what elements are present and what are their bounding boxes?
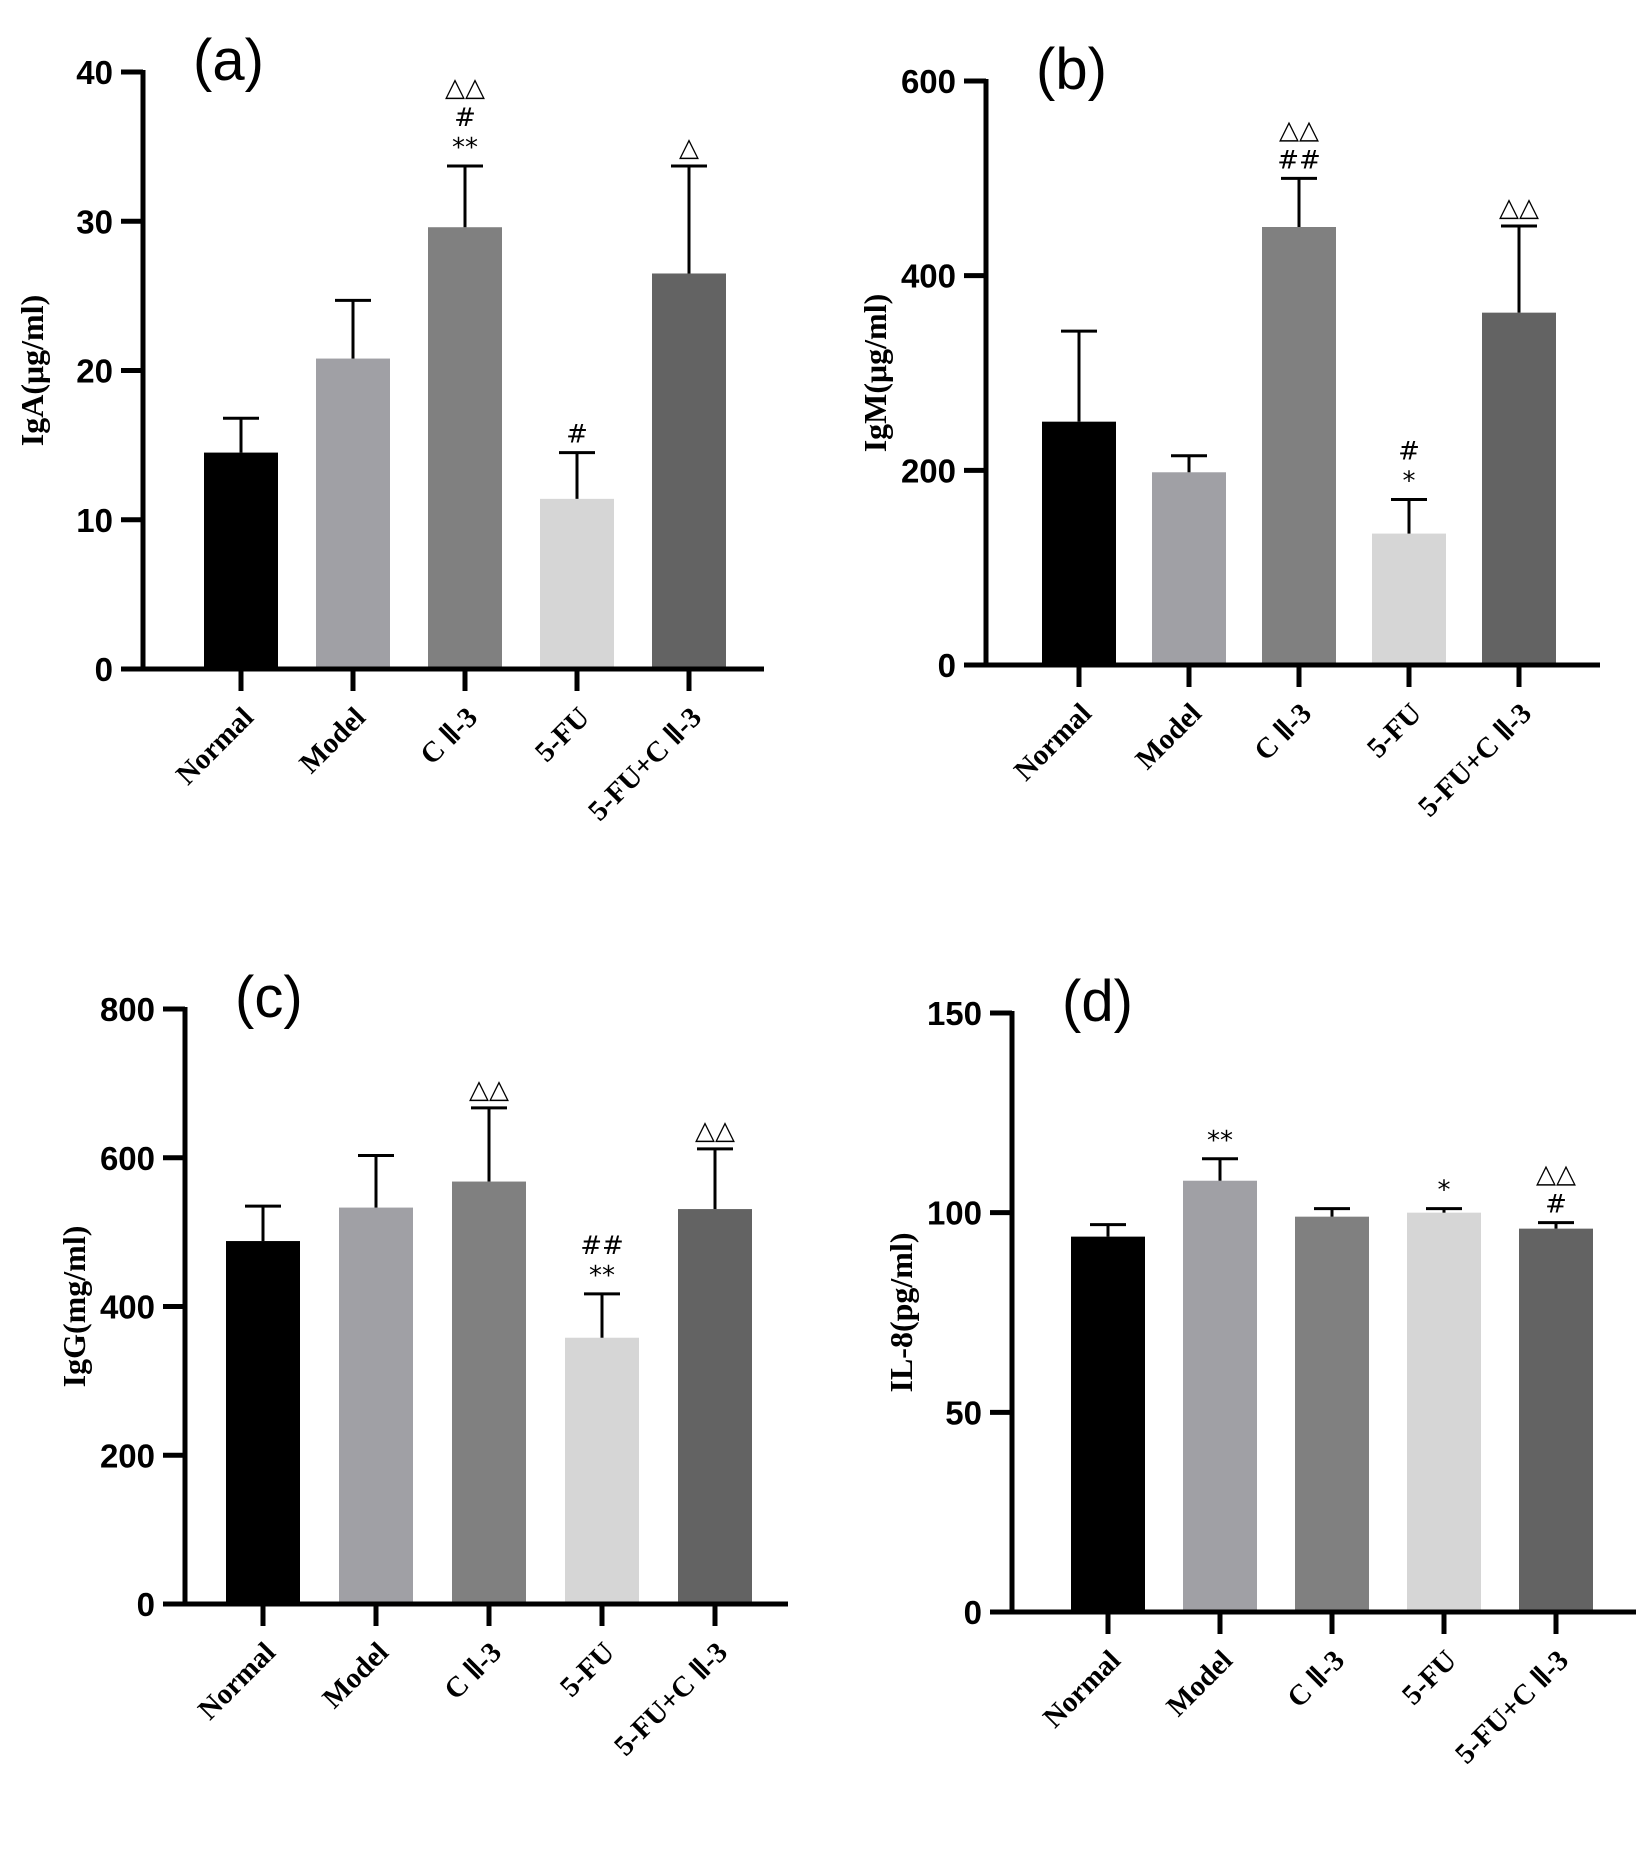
x-tick-label: 5-FU+C Ⅱ-3 [1449, 1644, 1575, 1770]
bar-3 [540, 498, 614, 669]
y-tick-label: 0 [964, 1594, 982, 1631]
y-axis-label: IgM(μg/ml) [857, 294, 893, 453]
bar-4 [1482, 312, 1556, 665]
bar-0 [204, 452, 278, 669]
bar-2 [452, 1181, 526, 1604]
panel-label: (c) [235, 965, 303, 1030]
significance-mark: ** [452, 133, 478, 163]
x-tick-label: 5-FU [1361, 697, 1428, 764]
y-tick-label: 400 [901, 258, 956, 295]
x-tick-label: Model [294, 701, 372, 779]
bar-3 [1407, 1212, 1481, 1612]
significance-mark: ** [1207, 1126, 1233, 1156]
bar-1 [1152, 472, 1226, 665]
significance-mark: # [566, 420, 588, 450]
x-tick-label: 5-FU+C Ⅱ-3 [608, 1636, 734, 1762]
y-tick-label: 0 [95, 651, 113, 688]
y-tick-label: 30 [76, 203, 113, 240]
bar-2 [428, 227, 502, 669]
y-tick-label: 50 [945, 1394, 982, 1431]
significance-mark: ## [1277, 145, 1321, 175]
x-tick-label: 5-FU+C Ⅱ-3 [582, 701, 708, 827]
x-tick-label: Normal [170, 701, 260, 791]
y-tick-label: 800 [100, 991, 155, 1028]
x-tick-label: Normal [1037, 1644, 1127, 1734]
bar-1 [339, 1207, 413, 1604]
y-axis-label: IL-8(pg/ml) [883, 1233, 919, 1393]
significance-mark: * [1403, 467, 1416, 497]
y-tick-label: 200 [901, 452, 956, 489]
panel-label: (b) [1036, 37, 1107, 102]
significance-mark: * [1438, 1176, 1451, 1206]
panel-b: Normal Model△△##C Ⅱ-3#*5-FU△△5-FU+C Ⅱ-302… [857, 37, 1600, 823]
x-tick-label: C Ⅱ-3 [1281, 1644, 1351, 1714]
bar-4 [652, 273, 726, 669]
significance-mark: △△ [445, 73, 485, 103]
bar-0 [1042, 421, 1116, 665]
significance-mark: ## [580, 1231, 624, 1261]
bar-2 [1295, 1216, 1369, 1612]
bar-3 [1372, 533, 1446, 665]
significance-mark: △△ [695, 1116, 735, 1146]
significance-mark: # [1545, 1190, 1567, 1220]
y-axis-label: IgG(mg/ml) [56, 1226, 92, 1388]
y-tick-label: 20 [76, 353, 113, 390]
y-axis-label: IgA(μg/ml) [14, 295, 50, 446]
x-tick-label: 5-FU [554, 1636, 621, 1703]
panel-label: (d) [1062, 969, 1133, 1034]
y-tick-label: 400 [100, 1289, 155, 1326]
y-tick-label: 600 [901, 63, 956, 100]
x-tick-label: Model [1161, 1644, 1239, 1722]
x-tick-label: C Ⅱ-3 [1248, 697, 1318, 767]
significance-mark: △△ [1536, 1160, 1576, 1190]
x-tick-label: C Ⅱ-3 [438, 1636, 508, 1706]
significance-mark: △△ [1499, 193, 1539, 223]
significance-mark: # [454, 103, 476, 133]
bar-4 [1519, 1228, 1593, 1612]
significance-mark: # [1398, 437, 1420, 467]
significance-mark: ** [589, 1261, 615, 1291]
bar-1 [316, 358, 390, 669]
x-tick-label: 5-FU+C Ⅱ-3 [1412, 697, 1538, 823]
significance-mark: △△ [1279, 115, 1319, 145]
y-tick-label: 0 [938, 647, 956, 684]
x-tick-label: 5-FU [529, 701, 596, 768]
panel-d: Normal ** Model C Ⅱ-3 * 5-FU △△#5-FU+C Ⅱ-3 0 50 1… [883, 969, 1636, 1770]
y-tick-label: 10 [76, 502, 113, 539]
bar-2 [1262, 227, 1336, 665]
y-tick-label: 40 [76, 54, 113, 91]
panel-label: (a) [193, 28, 264, 93]
panel-a: Normal Model△△#**C Ⅱ-3#5-FU△5-FU+C Ⅱ-3010… [14, 28, 764, 827]
y-tick-label: 200 [100, 1437, 155, 1474]
bar-1 [1183, 1180, 1257, 1612]
significance-mark: △△ [469, 1075, 509, 1105]
x-tick-label: Normal [1008, 697, 1098, 787]
y-tick-label: 0 [137, 1586, 155, 1623]
panel-c: Normal Model △△ C Ⅱ-3 ##** 5-FU △△ 5-FU+C Ⅱ-3 0 2… [56, 965, 788, 1762]
y-tick-label: 600 [100, 1140, 155, 1177]
x-tick-label: Normal [192, 1636, 282, 1726]
y-tick-label: 150 [927, 995, 982, 1032]
bar-0 [1071, 1236, 1145, 1612]
x-tick-label: Model [1130, 697, 1208, 775]
x-tick-label: C Ⅱ-3 [414, 701, 484, 771]
x-tick-label: Model [317, 1636, 395, 1714]
bar-0 [226, 1241, 300, 1604]
bar-4 [678, 1209, 752, 1604]
y-tick-label: 100 [927, 1195, 982, 1232]
bar-3 [565, 1337, 639, 1604]
significance-mark: △ [679, 133, 699, 163]
x-tick-label: 5-FU [1396, 1644, 1463, 1711]
